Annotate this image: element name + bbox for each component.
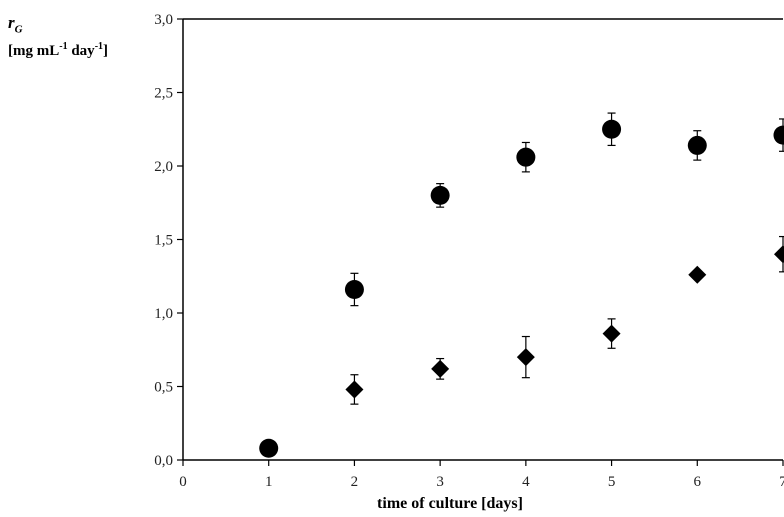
x-axis-label: time of culture [days] — [377, 495, 523, 512]
data-point-diamond — [431, 359, 450, 378]
x-tick-label: 5 — [608, 474, 616, 490]
x-tick-label: 4 — [522, 474, 530, 490]
x-tick-label: 7 — [779, 474, 784, 490]
y-tick-label: 1,0 — [154, 306, 173, 322]
data-point-circle — [773, 125, 784, 145]
data-point-circle — [516, 147, 536, 167]
x-tick-label: 6 — [694, 474, 702, 490]
data-point-circle — [430, 185, 450, 205]
y-tick-label: 0,0 — [154, 453, 173, 469]
y-axis-label: rG [mg mL-1 day-1] — [8, 14, 108, 60]
data-point-circle — [259, 438, 279, 458]
x-tick-label: 1 — [265, 474, 273, 490]
data-point-circle — [602, 119, 622, 139]
y-axis-unit: [mg mL-1 day-1] — [8, 41, 109, 60]
data-point-circle — [344, 279, 364, 299]
y-tick-label: 2,0 — [154, 159, 173, 175]
data-point-circle — [687, 135, 707, 155]
y-tick-label: 3,0 — [154, 12, 173, 28]
data-marks — [259, 112, 784, 458]
y-tick-label: 0,5 — [154, 380, 173, 396]
data-point-diamond — [688, 265, 707, 284]
data-point-diamond — [774, 245, 784, 264]
axes: 0,0 0,5 1,0 1,5 2,0 2,5 3,0 0 1 2 3 4 5 6 7 — [154, 12, 784, 490]
y-tick-label: 2,5 — [154, 86, 173, 102]
y-axis-symbol: rG — [8, 13, 23, 36]
data-point-diamond — [516, 348, 535, 367]
x-tick-label: 2 — [351, 474, 359, 490]
data-point-diamond — [602, 324, 621, 343]
x-tick-label: 0 — [179, 474, 187, 490]
x-tick-label: 3 — [436, 474, 444, 490]
data-point-diamond — [345, 380, 364, 399]
y-tick-label: 1,5 — [154, 233, 173, 249]
